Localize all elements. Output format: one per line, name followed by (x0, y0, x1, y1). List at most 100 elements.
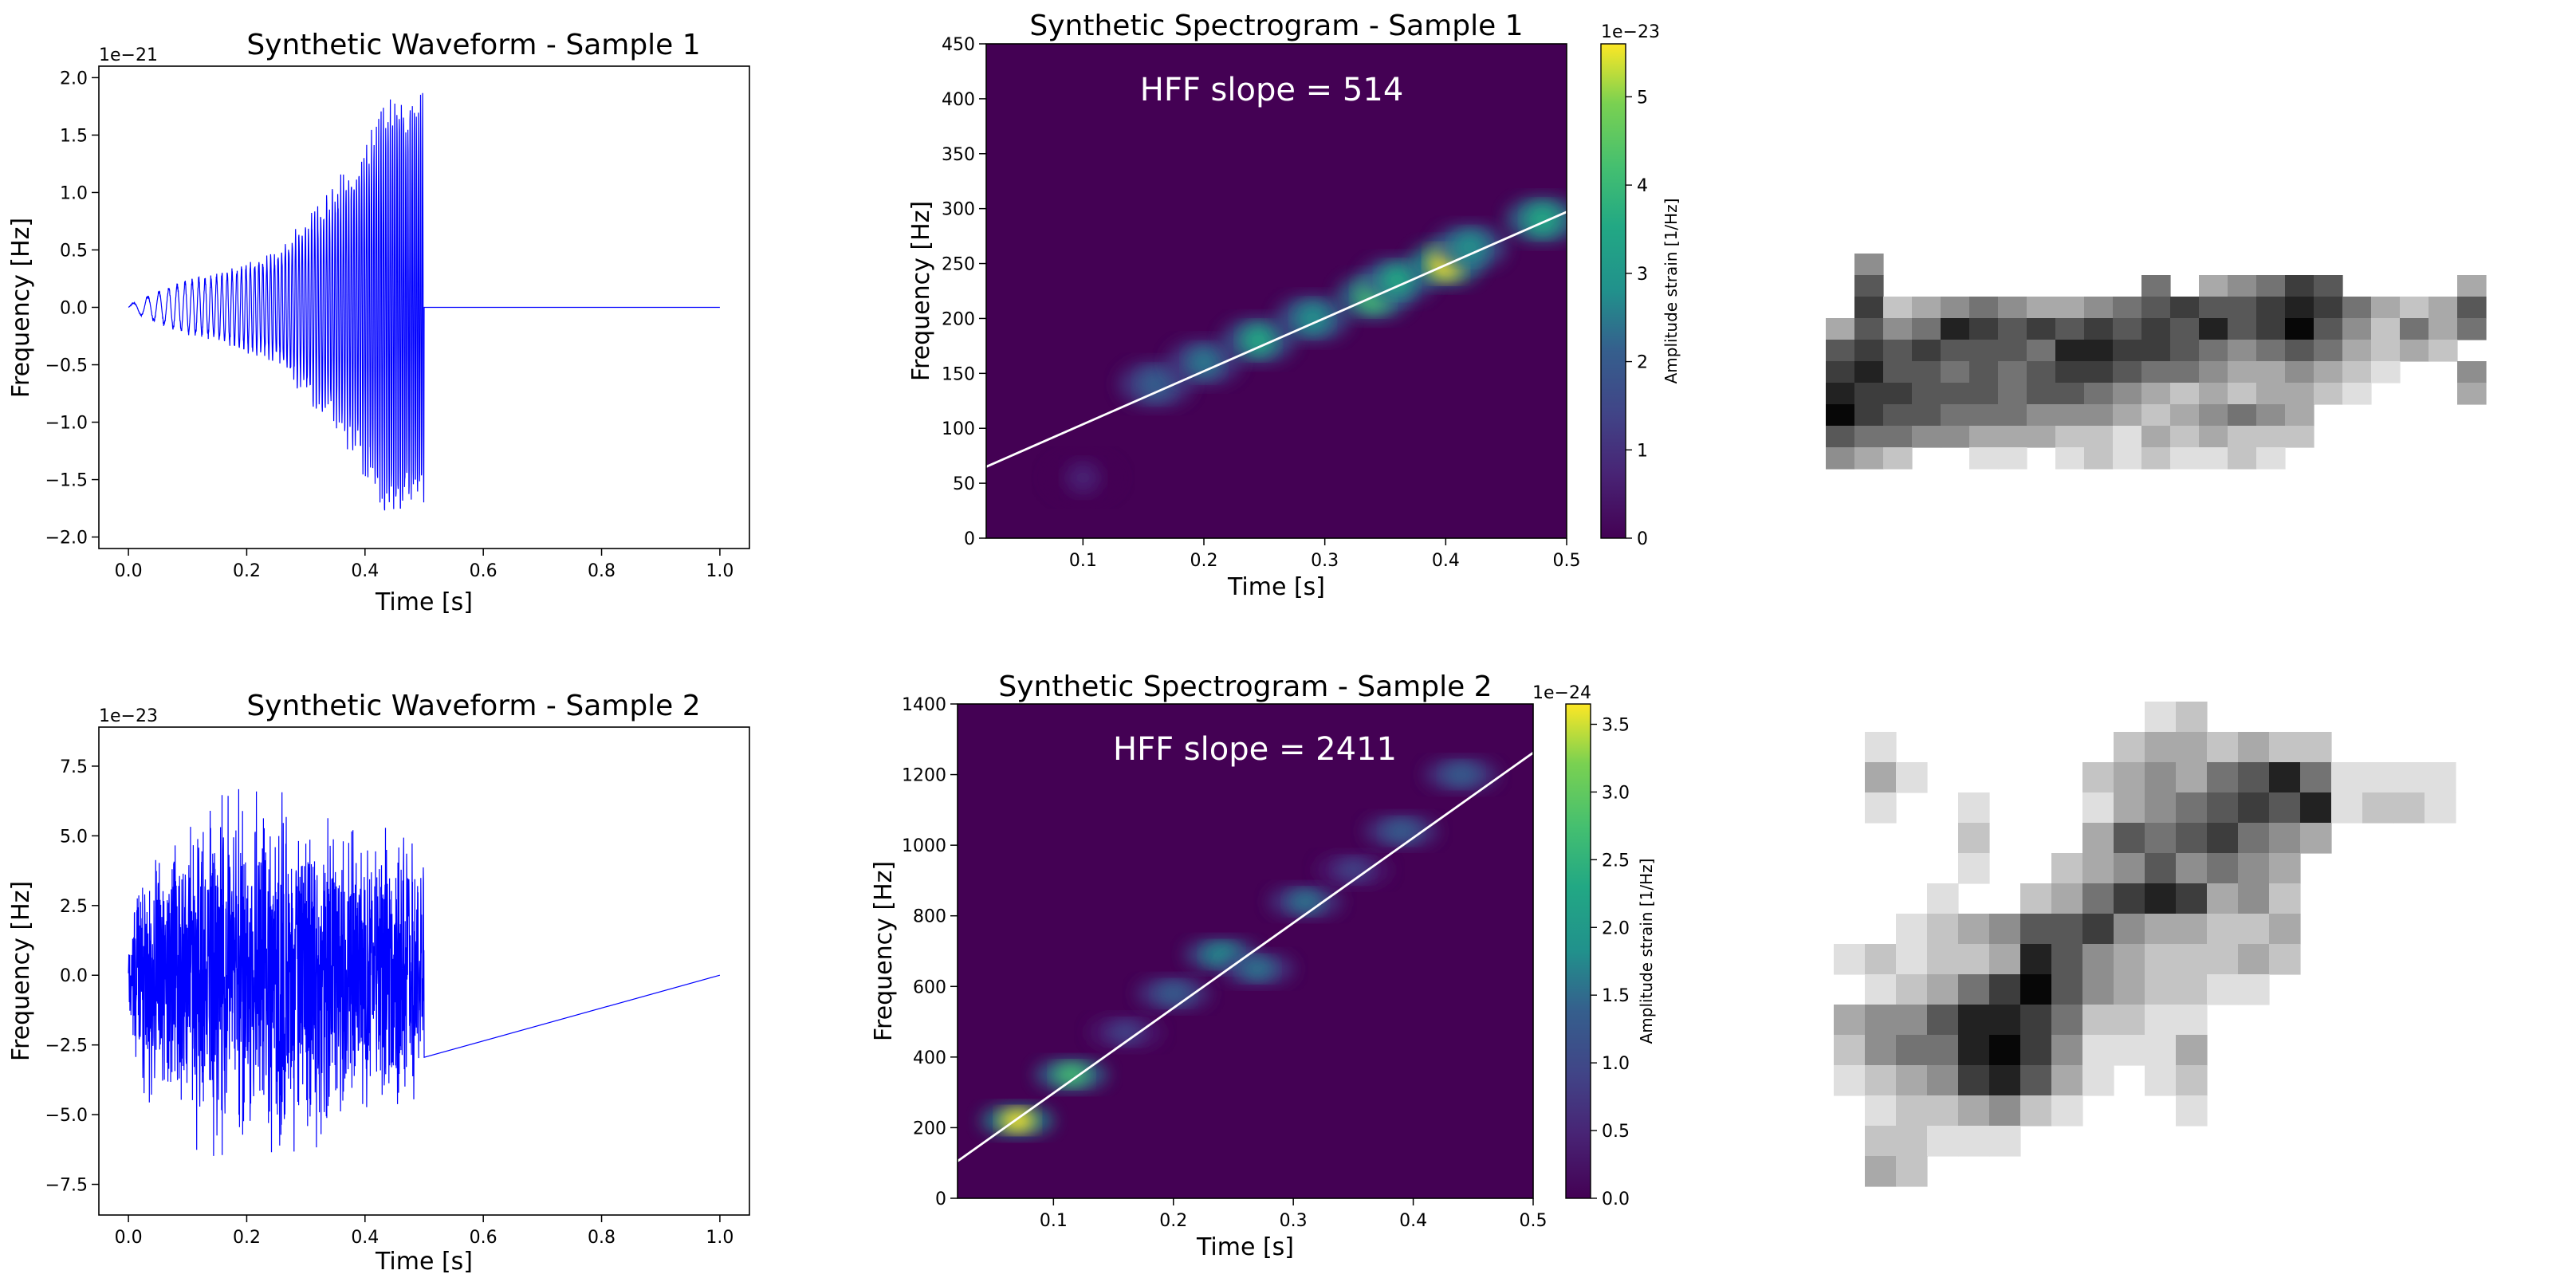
grid1-cell (2228, 404, 2257, 427)
grid2-cell (2082, 974, 2114, 1005)
grid2-cell (1896, 974, 1928, 1005)
spec2-xtick-label: 0.4 (1399, 1211, 1427, 1231)
grid1-cell (2285, 361, 2314, 383)
grid2-cell (2082, 944, 2114, 975)
grid1-cell (2400, 318, 2429, 340)
grid1-cell (2285, 275, 2314, 297)
spec2-cbtick-label: 3.5 (1602, 715, 1630, 735)
grid2-cell (2238, 853, 2270, 884)
spec1-blob (1186, 346, 1221, 379)
grid1-cell (2170, 361, 2200, 383)
spec2-ytick-label: 1400 (902, 695, 946, 715)
grid1-cell (2141, 318, 2171, 340)
wave1-ylabel: Frequency [Hz] (7, 218, 35, 398)
grid1-cell (2228, 275, 2257, 297)
spec2-xtick-label: 0.2 (1159, 1211, 1187, 1231)
grid2-cell (1896, 1156, 1928, 1187)
grid2-cell (2020, 914, 2052, 945)
grid1-cell (1912, 361, 1941, 383)
spec2-cbtick-label: 2.0 (1602, 918, 1630, 938)
spec1-xtick-label: 0.5 (1553, 551, 1581, 571)
grid2-cell (2269, 792, 2301, 824)
grid1-cell (1969, 340, 1999, 362)
grid1-cell (2371, 361, 2401, 383)
grid1-cell (1826, 383, 1855, 405)
spec1-blob (1138, 368, 1174, 401)
grid2-cell (2207, 762, 2239, 793)
grid1-cell (2228, 297, 2257, 319)
grid2-cell (2176, 732, 2208, 763)
grid2-cell (2051, 914, 2083, 945)
grid1-cell (2027, 404, 2056, 427)
spec1-colorbar (1600, 43, 1626, 539)
grid1-cell (2256, 340, 2286, 362)
wave2-title: Synthetic Waveform - Sample 2 (246, 690, 700, 722)
spec2-cbtick-label: 1.0 (1602, 1054, 1630, 1074)
grid1-cell (2457, 383, 2487, 405)
grid2-cell (2207, 792, 2239, 824)
grid2-cell (2051, 1095, 2083, 1127)
spec1-blobs (1046, 197, 1567, 501)
spec1-ytick-label: 0 (964, 529, 975, 549)
grid1-cell (2055, 361, 2085, 383)
grid2-cell (2176, 762, 2208, 793)
grid1-cell (2141, 275, 2171, 297)
grid1-cell (2429, 340, 2458, 362)
grid1-cell (1969, 447, 1999, 470)
wave1-ytick-label: −1.5 (45, 471, 88, 491)
spec2-title: Synthetic Spectrogram - Sample 2 (998, 670, 1492, 703)
grid1-cell (1883, 297, 1913, 319)
grid2-cell (2176, 1035, 2208, 1066)
grid2-cell (2207, 914, 2239, 945)
spec2-xlabel: Time [s] (1196, 1233, 1294, 1261)
grid1-cell (2371, 340, 2401, 362)
spec2-ytick-label: 400 (913, 1048, 946, 1068)
panel-spectrogram-2: Synthetic Spectrogram - Sample 2 HFF slo… (870, 670, 1656, 1261)
grid1-cell (2170, 340, 2200, 362)
wave2-ytick-label: 5.0 (60, 827, 88, 847)
grid2-cell (1958, 1005, 1990, 1036)
wave2-x-axis: 0.0 0.2 0.4 0.6 0.8 1.0 (115, 1215, 733, 1248)
wave2-ytick-label: 7.5 (60, 757, 88, 777)
grid1-cell (1998, 404, 2027, 427)
grid1-cell (1854, 447, 1884, 470)
grid2-cell (1865, 1035, 1897, 1066)
spec2-cbtick-label: 0.0 (1602, 1190, 1630, 1209)
grid1-cell (2342, 297, 2372, 319)
grid1-cell (2256, 275, 2286, 297)
grid2-cell (2331, 792, 2363, 824)
grid2-cell (2114, 762, 2145, 793)
grid2-cell (2393, 792, 2425, 824)
grid1-cell (1854, 318, 1884, 340)
wave2-xtick-label: 0.2 (233, 1228, 261, 1248)
grid2-cell (1927, 1005, 1959, 1036)
grid1-cell (1998, 318, 2027, 340)
grid1-cell (2084, 447, 2114, 470)
wave2-y-offset: 1e−23 (99, 706, 158, 726)
wave2-xtick-label: 0.6 (470, 1228, 498, 1248)
grid1-cell (1854, 254, 1884, 276)
grid2-cell (2425, 762, 2456, 793)
grid2-cell (1958, 1035, 1990, 1066)
grid2-cell (2082, 914, 2114, 945)
grid2-cell (2114, 732, 2145, 763)
grid1-cell (1941, 340, 1970, 362)
spec1-y-axis: 0 50 100 150 200 250 300 350 400 450 (942, 35, 986, 549)
grid2-cell (2362, 792, 2394, 824)
grid1-cell (2314, 361, 2343, 383)
grid1-cell (2170, 297, 2200, 319)
grid1-cell (1969, 404, 1999, 427)
grid2-cell (1927, 944, 1959, 975)
grid2-cell (1865, 1065, 1897, 1096)
grid1-cell (2027, 361, 2056, 383)
grid2-cell (1958, 914, 1990, 945)
grid1-cell (2342, 383, 2372, 405)
grid2-cell (1989, 914, 2021, 945)
grid1-cell (1912, 318, 1941, 340)
grid1-cell (2400, 340, 2429, 362)
grid1-cell (2314, 383, 2343, 405)
wave1-xtick-label: 0.2 (233, 561, 261, 581)
grid2-cell (2425, 792, 2456, 824)
grid2-cell (2269, 732, 2301, 763)
grid2-cell (1865, 732, 1897, 763)
